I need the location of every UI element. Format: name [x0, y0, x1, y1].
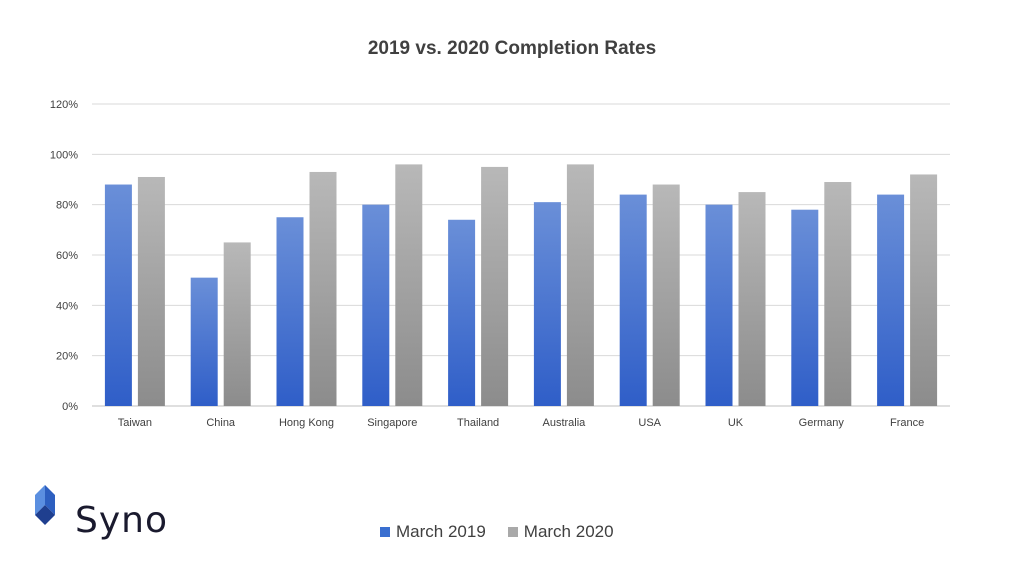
bar-usa-2020	[652, 184, 680, 406]
chart-title: 2019 vs. 2020 Completion Rates	[367, 38, 657, 59]
y-tick-label: 0%	[62, 401, 78, 413]
bar-singapore-2020	[395, 164, 423, 406]
x-category-label: Hong Kong	[279, 417, 334, 429]
bar-thailand-2019	[448, 219, 476, 406]
bar-china-2020	[223, 242, 251, 406]
y-tick-label: 100%	[50, 149, 78, 161]
legend-swatch-2019	[380, 527, 390, 537]
bar-singapore-2019	[362, 204, 390, 406]
bar-taiwan-2020	[137, 176, 165, 406]
syno-logo-icon	[35, 485, 55, 525]
y-tick-label: 20%	[56, 351, 78, 363]
y-tick-label: 80%	[56, 200, 78, 212]
bars	[104, 164, 938, 406]
legend-swatch-2020	[507, 527, 518, 537]
bar-uk-2020	[738, 192, 766, 406]
bar-thailand-2020	[481, 166, 509, 406]
bar-usa-2019	[619, 194, 647, 406]
y-axis-ticks: 0% 20% 40% 60% 80% 100% 120%	[50, 99, 78, 413]
bar-hong-kong-2020	[309, 171, 337, 406]
x-axis-labels: Taiwan China Hong Kong Singapore Thailand Aus…	[118, 417, 924, 429]
x-category-label: China	[206, 417, 236, 429]
bar-australia-2019	[533, 202, 561, 406]
bar-germany-2020	[824, 182, 852, 406]
logo-text: Syno	[75, 500, 168, 541]
x-category-label: Thailand	[457, 417, 499, 429]
y-tick-label: 120%	[50, 99, 78, 111]
x-category-label: France	[890, 417, 924, 429]
x-category-label: USA	[638, 417, 661, 429]
bar-hong-kong-2019	[276, 217, 304, 406]
bar-china-2019	[190, 277, 218, 406]
legend-label-2019: March 2019	[396, 522, 486, 541]
x-category-label: Australia	[543, 417, 587, 429]
y-tick-label: 60%	[56, 250, 78, 262]
gridlines	[92, 103, 950, 407]
bar-taiwan-2019	[104, 184, 132, 406]
x-category-label: Taiwan	[118, 417, 152, 429]
legend: March 2019 March 2020	[380, 522, 614, 542]
bar-france-2020	[910, 174, 938, 406]
legend-item-2019: March 2019	[380, 522, 486, 542]
bar-australia-2020	[566, 164, 594, 406]
x-category-label: Singapore	[367, 417, 417, 429]
bar-france-2019	[877, 194, 905, 406]
legend-item-2020: March 2020	[507, 522, 614, 542]
bar-germany-2019	[791, 209, 819, 406]
y-tick-label: 40%	[56, 300, 78, 312]
chart-plot: 0% 20% 40% 60% 80% 100% 120% Taiwan China Hong K…	[50, 99, 950, 429]
bar-uk-2019	[705, 204, 733, 406]
x-category-label: UK	[728, 417, 744, 429]
x-category-label: Germany	[799, 417, 845, 429]
legend-label-2020: March 2020	[523, 522, 614, 541]
